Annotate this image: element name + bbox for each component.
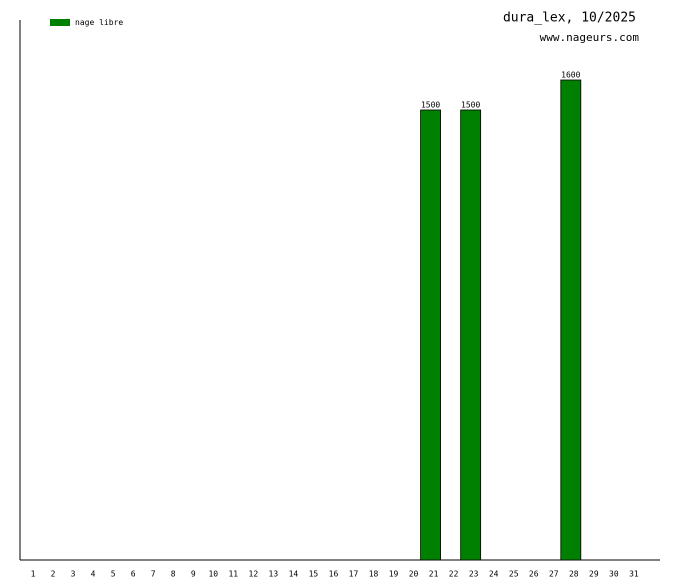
x-tick-label: 14 <box>289 570 299 579</box>
x-tick-label: 20 <box>409 570 419 579</box>
x-tick-label: 13 <box>269 570 279 579</box>
x-tick-label: 6 <box>131 570 136 579</box>
x-tick-label: 9 <box>191 570 196 579</box>
x-tick-label: 11 <box>228 570 238 579</box>
x-tick-label: 8 <box>171 570 176 579</box>
x-tick-label: 10 <box>208 570 218 579</box>
x-tick-label: 22 <box>449 570 459 579</box>
x-tick-label: 21 <box>429 570 439 579</box>
legend-label: nage libre <box>75 18 123 27</box>
x-tick-label: 3 <box>71 570 76 579</box>
bar <box>560 79 582 561</box>
bar <box>460 109 482 561</box>
data-label: 1600 <box>561 71 580 80</box>
x-tick-label: 29 <box>589 570 599 579</box>
x-tick-label: 1 <box>31 570 36 579</box>
x-tick-label: 30 <box>609 570 619 579</box>
x-tick-label: 23 <box>469 570 479 579</box>
bar <box>420 109 442 561</box>
data-label: 1500 <box>461 101 480 110</box>
x-tick-label: 7 <box>151 570 156 579</box>
x-tick-label: 28 <box>569 570 579 579</box>
x-tick-label: 4 <box>91 570 96 579</box>
x-tick-label: 24 <box>489 570 499 579</box>
x-tick-label: 12 <box>249 570 259 579</box>
chart-subtitle: www.nageurs.com <box>540 31 640 44</box>
x-tick-label: 2 <box>51 570 56 579</box>
x-tick-label: 16 <box>329 570 339 579</box>
x-tick-label: 25 <box>509 570 519 579</box>
x-tick-label: 26 <box>529 570 539 579</box>
chart-title: dura_lex, 10/2025 <box>503 11 636 26</box>
data-label: 1500 <box>421 101 440 110</box>
x-tick-label: 17 <box>349 570 359 579</box>
x-tick-label: 31 <box>629 570 639 579</box>
x-tick-label: 19 <box>389 570 399 579</box>
legend-swatch <box>50 19 70 26</box>
x-tick-label: 27 <box>549 570 559 579</box>
x-tick-label: 18 <box>369 570 379 579</box>
x-tick-label: 15 <box>309 570 319 579</box>
x-tick-label: 5 <box>111 570 116 579</box>
